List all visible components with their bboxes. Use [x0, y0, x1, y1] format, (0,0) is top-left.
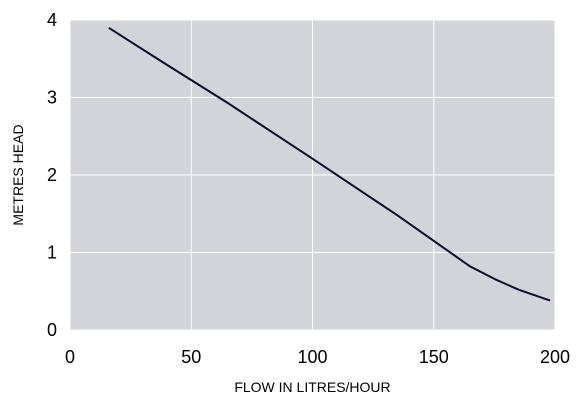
y-tick-label-2: 2: [47, 165, 57, 185]
x-tick-label-3: 150: [419, 347, 449, 367]
y-axis-label: METRES HEAD: [10, 124, 26, 225]
grid: [69, 19, 556, 331]
x-axis-label: FLOW IN LITRES/HOUR: [234, 379, 390, 395]
y-tick-label-3: 3: [47, 88, 57, 108]
y-tick-label-4: 4: [47, 10, 57, 30]
x-tick-label-1: 50: [181, 347, 201, 367]
tick-labels: 0 50 100 150 200 0 1 2 3 4: [47, 10, 570, 367]
y-tick-label-1: 1: [47, 243, 57, 263]
y-tick-label-0: 0: [47, 320, 57, 340]
x-tick-label-0: 0: [65, 347, 75, 367]
series-line-0: [108, 26, 551, 302]
x-tick-label-2: 100: [297, 347, 327, 367]
line-series: [108, 26, 551, 302]
x-tick-label-4: 200: [540, 347, 570, 367]
